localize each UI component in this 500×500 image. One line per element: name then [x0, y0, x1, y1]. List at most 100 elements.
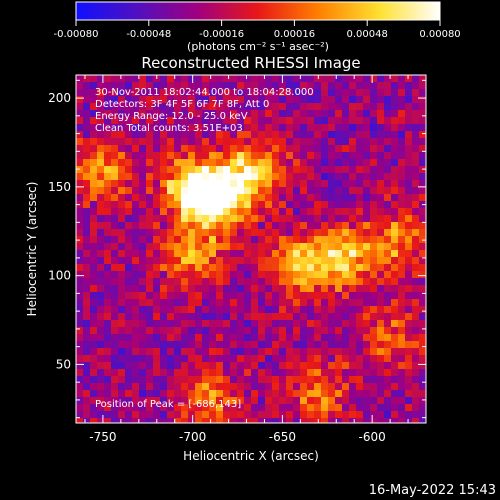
heatmap-cell: [230, 320, 238, 328]
heatmap-cell: [125, 208, 133, 216]
heatmap-cell: [272, 138, 280, 146]
heatmap-cell: [132, 159, 140, 167]
heatmap-cell: [111, 110, 119, 118]
heatmap-cell: [391, 313, 399, 321]
heatmap-cell: [251, 411, 259, 419]
heatmap-cell: [195, 390, 203, 398]
heatmap-cell: [419, 341, 426, 349]
heatmap-cell: [125, 376, 133, 384]
heatmap-cell: [174, 292, 182, 300]
heatmap-cell: [363, 348, 371, 356]
heatmap-cell: [202, 187, 210, 195]
heatmap-cell: [307, 215, 315, 223]
heatmap-cell: [258, 411, 266, 419]
heatmap-cell: [286, 194, 294, 202]
heatmap-cell: [223, 82, 231, 90]
heatmap-cell: [146, 299, 154, 307]
heatmap-cell: [258, 250, 266, 258]
heatmap-cell: [398, 159, 406, 167]
heatmap-cell: [174, 236, 182, 244]
heatmap-cell: [398, 376, 406, 384]
heatmap-cell: [195, 103, 203, 111]
heatmap-cell: [384, 411, 392, 419]
heatmap-cell: [314, 131, 322, 139]
heatmap-cell: [342, 397, 350, 405]
heatmap-cell: [118, 243, 126, 251]
heatmap-cell: [83, 103, 91, 111]
heatmap-cell: [139, 173, 147, 181]
heatmap-cell: [209, 418, 217, 423]
heatmap-cell: [356, 355, 364, 363]
heatmap-cell: [342, 418, 350, 423]
heatmap-cell: [76, 159, 84, 167]
heatmap-cell: [258, 75, 266, 83]
heatmap-cell: [223, 173, 231, 181]
heatmap-cell: [132, 243, 140, 251]
heatmap-cell: [391, 362, 399, 370]
heatmap-cell: [251, 306, 259, 314]
heatmap-cell: [286, 418, 294, 423]
heatmap-cell: [342, 320, 350, 328]
heatmap-cell: [356, 320, 364, 328]
heatmap-cell: [223, 271, 231, 279]
heatmap-cell: [153, 383, 161, 391]
heatmap-cell: [181, 299, 189, 307]
heatmap-cell: [167, 257, 175, 265]
heatmap-cell: [377, 278, 385, 286]
heatmap-cell: [230, 187, 238, 195]
heatmap-cell: [97, 243, 105, 251]
heatmap-cell: [118, 264, 126, 272]
heatmap-cell: [90, 180, 98, 188]
heatmap-cell: [363, 131, 371, 139]
heatmap-cell: [153, 89, 161, 97]
heatmap-cell: [139, 264, 147, 272]
heatmap-cell: [83, 404, 91, 412]
heatmap-cell: [90, 194, 98, 202]
heatmap-cell: [328, 376, 336, 384]
heatmap-cell: [97, 103, 105, 111]
heatmap-cell: [293, 117, 301, 125]
heatmap-cell: [356, 166, 364, 174]
heatmap-cell: [153, 96, 161, 104]
heatmap-cell: [104, 180, 112, 188]
heatmap-cell: [132, 257, 140, 265]
heatmap-cell: [237, 397, 245, 405]
heatmap-cell: [153, 278, 161, 286]
heatmap-cell: [419, 369, 426, 377]
heatmap-cell: [356, 194, 364, 202]
heatmap-cell: [405, 159, 413, 167]
heatmap-cell: [202, 292, 210, 300]
heatmap-cell: [272, 376, 280, 384]
heatmap-cell: [97, 180, 105, 188]
heatmap-cell: [279, 376, 287, 384]
heatmap-cell: [188, 187, 196, 195]
heatmap-cell: [237, 243, 245, 251]
heatmap-cell: [132, 313, 140, 321]
heatmap-cell: [300, 222, 308, 230]
heatmap-cell: [293, 285, 301, 293]
heatmap-cell: [111, 369, 119, 377]
heatmap-cell: [174, 383, 182, 391]
heatmap-cell: [223, 236, 231, 244]
heatmap-cell: [300, 411, 308, 419]
heatmap-cell: [90, 152, 98, 160]
heatmap-cell: [349, 418, 357, 423]
heatmap-cell: [349, 194, 357, 202]
heatmap-cell: [202, 194, 210, 202]
heatmap-cell: [216, 404, 224, 412]
heatmap-cell: [328, 418, 336, 423]
heatmap-cell: [230, 82, 238, 90]
heatmap-cell: [132, 89, 140, 97]
heatmap-cell: [370, 173, 378, 181]
heatmap-cell: [104, 110, 112, 118]
heatmap-cell: [370, 257, 378, 265]
heatmap-cell: [146, 355, 154, 363]
heatmap-cell: [286, 229, 294, 237]
heatmap-cell: [223, 166, 231, 174]
heatmap-cell: [307, 348, 315, 356]
heatmap-cell: [342, 327, 350, 335]
heatmap-cell: [223, 376, 231, 384]
heatmap-cell: [237, 236, 245, 244]
heatmap-cell: [90, 131, 98, 139]
heatmap-cell: [244, 243, 252, 251]
